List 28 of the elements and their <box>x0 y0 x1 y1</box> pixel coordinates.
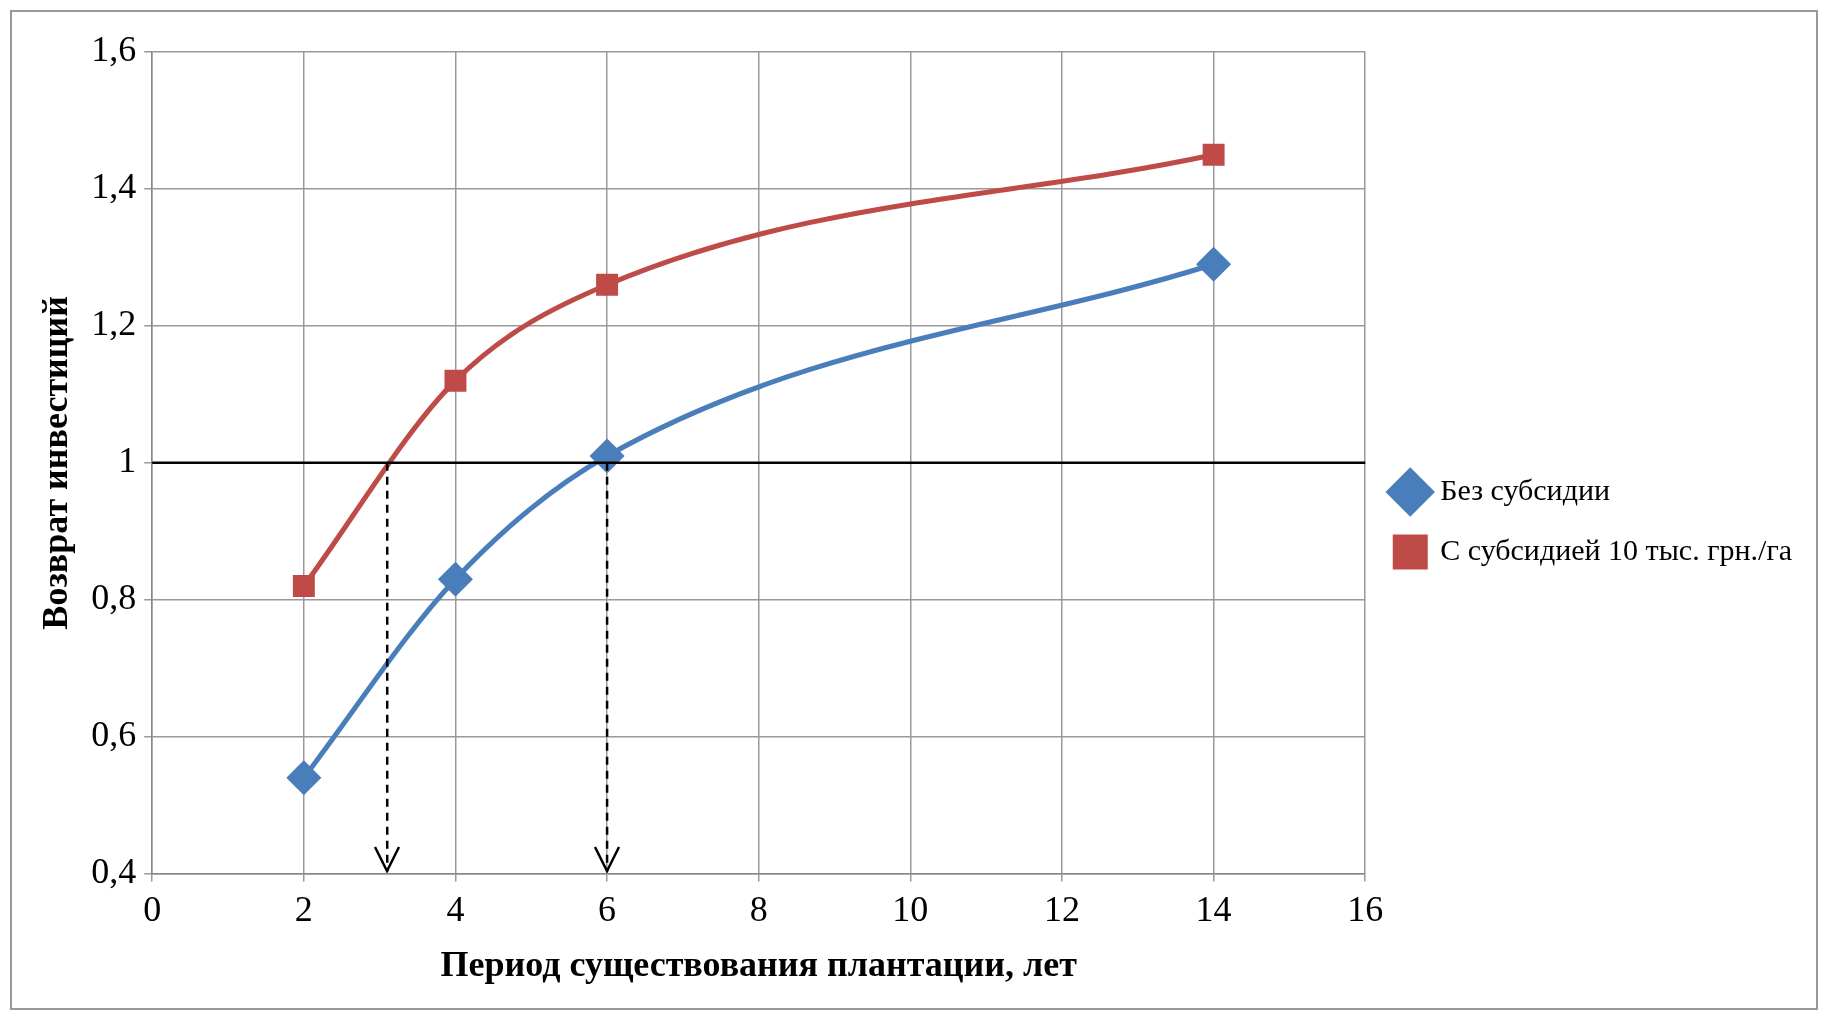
y-tick-label: 1,6 <box>91 29 137 70</box>
legend-label: Без субсидии <box>1440 472 1611 506</box>
point <box>1197 247 1231 281</box>
point <box>287 761 321 795</box>
y-tick-label: 1,4 <box>91 166 137 207</box>
point <box>590 439 624 473</box>
y-tick-label: 1 <box>118 440 137 481</box>
x-tick-label: 4 <box>446 888 465 929</box>
point <box>444 369 467 392</box>
point <box>292 575 315 598</box>
point <box>1202 143 1225 166</box>
legend-label: С субсидией 10 тыс. грн./га <box>1440 532 1793 566</box>
y-tick-label: 0,4 <box>91 851 137 892</box>
point <box>596 273 619 296</box>
x-tick-label: 16 <box>1347 888 1384 929</box>
x-tick-label: 0 <box>143 888 162 929</box>
y-tick-label: 0,6 <box>91 714 137 755</box>
x-tick-label: 12 <box>1043 888 1080 929</box>
x-tick-label: 6 <box>598 888 617 929</box>
x-tick-label: 8 <box>749 888 768 929</box>
x-axis-title: Период существования плантации, лет <box>440 943 1078 984</box>
x-tick-label: 14 <box>1195 888 1232 929</box>
x-tick-label: 10 <box>892 888 929 929</box>
y-tick-label: 1,2 <box>91 303 137 344</box>
point <box>438 562 472 596</box>
y-tick-label: 0,8 <box>91 577 137 618</box>
y-axis-title: Возврат инвестиций <box>34 295 75 630</box>
x-tick-label: 2 <box>294 888 313 929</box>
